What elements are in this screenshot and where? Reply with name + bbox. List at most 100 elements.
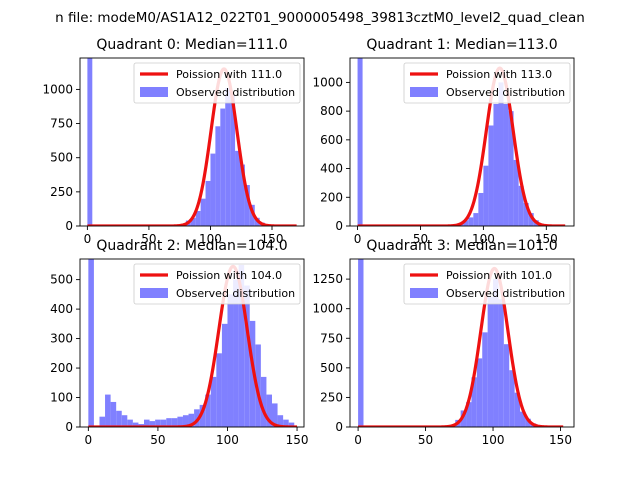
y-tick-label: 500 [50,273,73,287]
histogram-bar [249,204,255,226]
y-tick-label: 1250 [312,272,343,286]
histogram-bar [195,210,201,226]
y-tick-label: 200 [320,190,343,204]
histogram-bar [487,296,494,427]
histogram-bar [188,413,195,427]
histogram-bar [121,415,128,427]
histogram-bar [171,418,178,427]
subplot-quadrant-3: Quadrant 3: Median=101.0 0 50 100 150 0 250 500… [312,238,575,447]
legend-histogram-label: Observed distribution [446,287,565,300]
y-tick-label: 800 [320,104,343,118]
fit-curve [87,264,298,427]
histogram-bar [288,422,295,427]
x-tick-label: 100 [199,232,222,246]
histogram-bar [160,419,167,427]
histogram-bar [478,192,484,226]
histogram-bar [199,404,206,427]
legend-histogram-swatch [410,288,438,298]
legend-fit-label: Poission with 111.0 [176,68,282,81]
x-tick-label: 0 [354,433,362,447]
x-tick-label: 100 [472,232,495,246]
histogram-bar [210,153,216,226]
y-tick-label: 750 [320,331,343,345]
histogram-bar [528,213,534,226]
subplot-title: Quadrant 3: Median=101.0 [366,238,557,254]
histogram-bar [116,410,122,427]
subplot-quadrant-0: Quadrant 0: Median=111.0 0 50 100 150 0 250 500… [42,37,305,246]
y-tick-label: 100 [50,391,73,405]
x-tick-label: 50 [141,232,156,246]
histogram-bar [514,392,521,427]
histogram-bar [513,159,519,226]
histogram-bar [105,394,111,427]
histogram-bar [488,125,494,226]
histogram-bar [260,376,267,427]
histogram-bar [476,358,483,427]
histogram-bar [523,203,529,226]
histogram-bar [468,217,474,226]
axes-frame [349,258,575,428]
histogram-bar [503,344,510,427]
subplot-title: Quadrant 1: Median=113.0 [366,37,557,53]
histogram-bar [473,213,479,226]
histogram-bar [525,418,531,427]
histogram-bar [249,320,256,427]
histogram-bar [210,376,217,427]
histogram-bar [518,185,524,226]
histogram-bar [463,220,469,226]
histogram-bar [283,419,289,427]
histogram-bar [358,259,364,427]
legend-histogram-label: Observed distribution [176,287,295,300]
histogram-bar [240,164,245,226]
histogram-bar [166,418,172,427]
histogram-bar [155,419,161,427]
subplot-title: Quadrant 0: Median=111.0 [96,37,287,53]
y-tick-label: 400 [320,162,343,176]
legend-histogram-swatch [140,288,168,298]
y-tick-label: 600 [320,133,343,147]
legend-fit-label: Poission with 113.0 [446,68,552,81]
x-tick-label: 0 [85,433,93,447]
x-tick-label: 0 [354,232,362,246]
y-tick-label: 1000 [312,302,343,316]
histogram-bar [244,185,250,226]
histogram-bar [466,402,472,427]
histogram-bar [255,344,261,427]
histogram-bar [221,323,228,427]
histogram-bar [230,94,236,226]
histogram-bar [87,58,93,226]
histogram-bar [493,279,499,427]
histogram-bar [190,217,196,226]
histogram-bar [200,198,206,226]
histogram-bar [205,180,211,226]
y-tick-label: 750 [50,117,73,131]
histogram-bar [144,419,150,427]
y-tick-label: 250 [50,185,73,199]
histogram-bar [220,108,226,226]
histogram-bar [216,353,222,427]
y-tick-label: 300 [50,332,73,346]
fit-curve [86,67,298,226]
x-tick-label: 50 [150,433,165,447]
histogram-bar [127,419,133,427]
histogram-bar [509,370,515,427]
legend-fit-label: Poission with 101.0 [446,269,552,282]
y-tick-label: 0 [335,420,343,434]
histogram-bar [357,58,363,226]
histogram-bar [205,394,211,427]
legend-histogram-label: Observed distribution [446,86,565,99]
y-tick-label: 0 [65,420,73,434]
legend-box [133,62,301,104]
histogram-bar [110,401,117,427]
histogram-bar [471,377,477,427]
histogram-bar [493,103,499,226]
y-tick-label: 0 [65,219,73,233]
histogram-bar [498,299,504,427]
histogram-bar [177,416,183,427]
x-tick-label: 150 [261,232,284,246]
y-tick-label: 1000 [42,82,73,96]
histogram-bars [88,259,295,427]
histogram-bars [357,58,549,226]
figure-suptitle: n file: modeM0/AS1A12_022T01_9000005498_… [55,10,585,26]
